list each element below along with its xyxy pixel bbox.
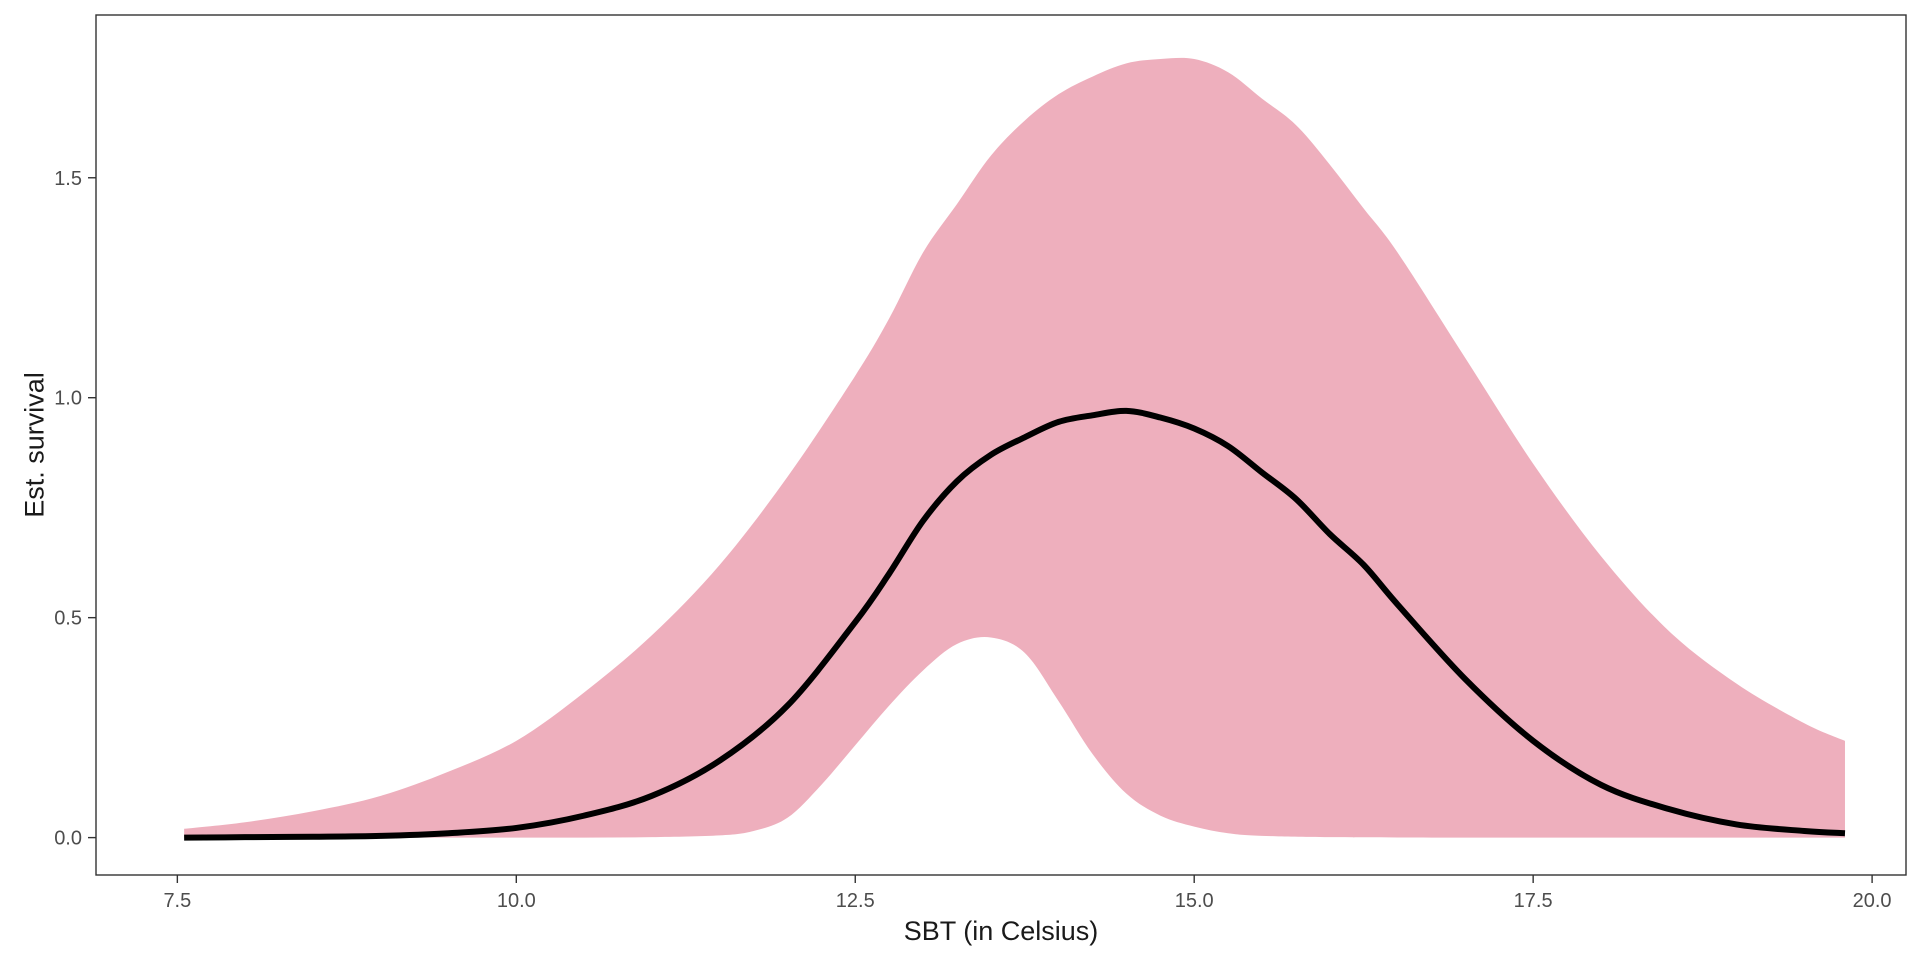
plot-layer xyxy=(184,57,1846,841)
x-tick-label: 20.0 xyxy=(1853,890,1892,912)
x-tick-label: 7.5 xyxy=(163,890,191,912)
y-tick-label: 0.0 xyxy=(54,828,82,850)
confidence-band xyxy=(184,57,1845,838)
y-axis-title: Est. survival xyxy=(19,372,49,518)
x-tick-label: 15.0 xyxy=(1175,890,1214,912)
panel-border xyxy=(95,14,1907,876)
x-axis-title: SBT (in Celsius) xyxy=(904,916,1099,946)
estimate-line xyxy=(184,407,1846,841)
axis-layer: 7.5 10.0 12.5 15.0 17.5 20.0 0.0 0.5 1.0 1.5 xyxy=(54,14,1907,912)
y-tick-label: 0.5 xyxy=(54,608,82,630)
x-tick-label: 10.0 xyxy=(497,890,536,912)
x-tick-label: 12.5 xyxy=(836,890,875,912)
y-tick-label: 1.5 xyxy=(54,168,82,190)
y-tick-label: 1.0 xyxy=(54,388,82,410)
x-tick-label: 17.5 xyxy=(1514,890,1553,912)
